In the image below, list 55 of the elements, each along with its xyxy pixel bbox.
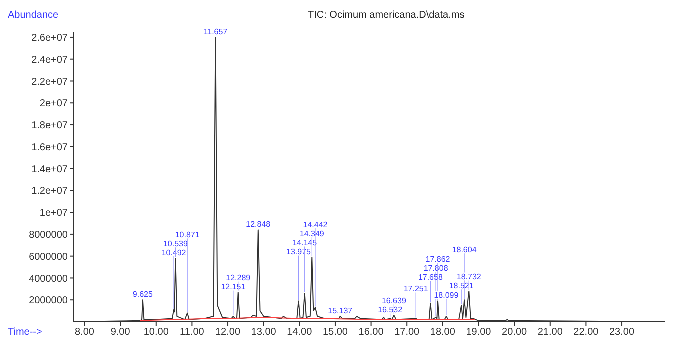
x-tick-label: 17.00 xyxy=(394,327,420,338)
annotation: 18.099 xyxy=(434,291,460,300)
annotation: 18.521 xyxy=(449,281,474,290)
annotation: 10.871 xyxy=(175,230,200,240)
x-axis-title: Time--> xyxy=(8,327,42,338)
x-tick-label: 11.00 xyxy=(180,327,205,338)
x-tick-label: 18.00 xyxy=(430,327,456,338)
annotation: 11.657 xyxy=(204,27,228,36)
annotation: 16.532 xyxy=(378,305,404,314)
annotation: 10.539 xyxy=(163,240,188,249)
y-tick-label: 1.6e+07 xyxy=(32,142,68,154)
annotation: 17.862 xyxy=(426,255,451,264)
y-tick-label: 1.4e+07 xyxy=(32,164,68,176)
annotation: 14.349 xyxy=(300,229,325,238)
annotation: 12.848 xyxy=(246,220,272,230)
annotation: 17.251 xyxy=(404,284,429,294)
y-tick-label: 2.4e+07 xyxy=(32,54,68,66)
annotation: 17.658 xyxy=(418,273,444,282)
x-tick-label: 14.00 xyxy=(287,327,313,338)
x-tick-label: 13.00 xyxy=(251,327,277,338)
y-tick-label: 2.6e+07 xyxy=(32,33,68,44)
y-tick-label: 6000000 xyxy=(29,252,68,263)
annotation: 12.289 xyxy=(226,273,252,282)
annotation: 9.625 xyxy=(132,290,154,300)
annotation: 14.442 xyxy=(303,220,328,230)
x-tick-label: 19.00 xyxy=(466,327,492,338)
annotation: 13.975 xyxy=(286,247,312,256)
annotation: 18.732 xyxy=(456,272,482,282)
y-tick-label: 2000000 xyxy=(29,296,68,307)
x-tick-label: 10.00 xyxy=(144,327,170,338)
y-axis-title: Abundance xyxy=(8,10,59,21)
y-tick-label: 2e+07 xyxy=(40,98,68,110)
annotation: 10.492 xyxy=(162,248,187,258)
annotation: 16.639 xyxy=(382,296,407,306)
annotation: 14.145 xyxy=(292,238,318,248)
y-tick-label: 8000000 xyxy=(29,230,68,242)
y-tick-label: 4000000 xyxy=(29,274,68,285)
annotation: 18.604 xyxy=(452,245,478,254)
x-tick-label: 15.00 xyxy=(322,327,348,338)
y-tick-label: 2.2e+07 xyxy=(32,76,68,88)
annotation: 12.151 xyxy=(221,282,246,292)
y-tick-label: 1.2e+07 xyxy=(32,186,68,198)
x-tick-label: 22.00 xyxy=(574,327,600,338)
y-tick-label: 1e+07 xyxy=(40,208,68,220)
x-tick-label: 12.00 xyxy=(216,327,241,338)
annotation: 17.808 xyxy=(424,264,449,274)
x-tick-label: 23.00 xyxy=(610,327,635,338)
annotation: 15.137 xyxy=(328,306,354,316)
x-tick-label: 21.00 xyxy=(538,327,564,338)
x-tick-label: 16.00 xyxy=(358,327,384,338)
chart-title: TIC: Ocimum americana.D\data.ms xyxy=(308,10,465,21)
x-tick-label: 20.00 xyxy=(502,327,528,338)
y-tick-label: 1.8e+07 xyxy=(32,120,68,132)
x-tick-label: 8.00 xyxy=(75,327,95,338)
x-tick-label: 9.00 xyxy=(110,327,131,338)
